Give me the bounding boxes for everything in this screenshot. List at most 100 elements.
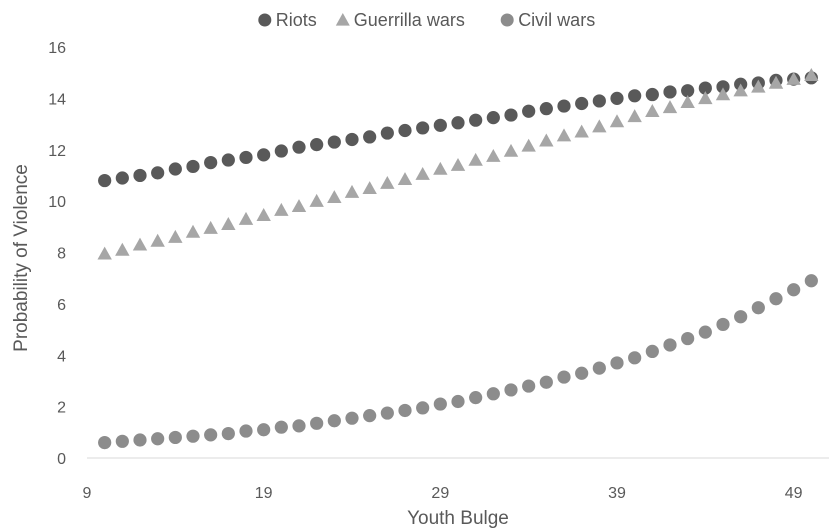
legend: Riots Guerrilla wars Civil wars xyxy=(258,10,595,30)
data-point xyxy=(98,173,112,188)
data-point xyxy=(433,118,447,132)
data-point xyxy=(274,144,288,158)
data-point xyxy=(97,246,112,260)
data-point xyxy=(504,383,518,397)
y-axis-title: Probability of Violence xyxy=(11,164,32,352)
x-tick-label: 9 xyxy=(83,485,92,502)
data-point xyxy=(681,331,695,346)
plot-area xyxy=(97,68,819,450)
data-point xyxy=(575,366,589,380)
data-point xyxy=(274,420,288,434)
data-point xyxy=(398,403,412,418)
data-point xyxy=(610,356,624,370)
x-tick-label: 49 xyxy=(785,485,803,502)
y-tick-label: 2 xyxy=(57,400,66,417)
data-point xyxy=(115,242,130,256)
data-point xyxy=(433,161,448,175)
data-point xyxy=(645,87,659,102)
data-point xyxy=(486,111,500,125)
data-point xyxy=(98,435,112,450)
data-point xyxy=(469,113,483,127)
y-tick-label: 10 xyxy=(48,194,66,211)
legend-marker xyxy=(258,13,272,27)
data-point xyxy=(715,87,731,101)
data-point xyxy=(292,419,306,433)
data-point xyxy=(327,135,341,149)
y-tick-label: 12 xyxy=(48,143,66,160)
data-point xyxy=(132,237,148,251)
legend-item: Civil wars xyxy=(500,10,595,30)
data-point xyxy=(115,434,129,448)
data-point xyxy=(204,155,218,170)
data-point xyxy=(221,426,235,441)
data-point xyxy=(521,138,536,152)
y-tick-label: 6 xyxy=(57,297,66,314)
data-point xyxy=(151,432,165,446)
data-point xyxy=(310,138,324,152)
data-point xyxy=(698,81,712,95)
data-point xyxy=(115,171,129,185)
data-point xyxy=(292,140,306,154)
x-axis: 9 19 29 39 49 xyxy=(83,457,829,502)
y-tick-label: 4 xyxy=(57,348,66,365)
data-point xyxy=(344,184,360,198)
data-point xyxy=(186,429,200,443)
y-axis: 0 2 4 6 8 10 12 14 16 xyxy=(48,40,66,468)
y-tick-label: 14 xyxy=(48,91,66,108)
data-point xyxy=(486,148,501,162)
data-point xyxy=(698,325,712,339)
data-point xyxy=(787,283,801,297)
data-point xyxy=(327,414,341,428)
data-point xyxy=(327,190,342,204)
legend-item: Riots xyxy=(258,10,317,30)
data-point xyxy=(539,375,553,389)
data-point xyxy=(663,338,677,352)
data-point xyxy=(663,85,677,99)
data-point xyxy=(734,310,748,324)
data-point xyxy=(416,121,430,135)
data-point xyxy=(592,119,607,133)
legend-item: Guerrilla wars xyxy=(335,10,465,30)
data-point xyxy=(575,96,589,111)
data-point xyxy=(363,409,377,423)
data-point xyxy=(469,391,483,405)
data-point xyxy=(786,71,801,85)
data-point xyxy=(539,102,553,116)
data-point xyxy=(716,317,730,332)
data-point xyxy=(203,220,218,234)
data-point xyxy=(733,83,748,97)
legend-marker xyxy=(335,13,350,26)
x-axis-title: Youth Bulge xyxy=(407,508,509,529)
data-point xyxy=(363,130,377,144)
data-point xyxy=(592,361,606,375)
data-point xyxy=(168,162,182,176)
data-point xyxy=(310,416,324,430)
data-point xyxy=(768,75,784,89)
data-point xyxy=(609,114,625,128)
data-point xyxy=(557,99,571,113)
data-point xyxy=(450,157,466,171)
data-point xyxy=(239,150,253,165)
data-point xyxy=(628,89,642,103)
data-point xyxy=(133,433,147,447)
data-point xyxy=(627,109,642,123)
series-riots xyxy=(98,71,818,188)
data-point xyxy=(168,430,182,445)
data-point xyxy=(433,397,447,411)
data-point xyxy=(362,181,377,195)
data-point xyxy=(291,199,307,213)
data-point xyxy=(610,91,624,105)
data-point xyxy=(522,104,536,118)
data-point xyxy=(592,94,606,108)
series-guerrilla-wars xyxy=(97,68,819,260)
data-point xyxy=(221,217,236,231)
data-point xyxy=(556,128,572,142)
data-point xyxy=(274,202,289,216)
data-point xyxy=(645,104,660,117)
data-point xyxy=(716,80,730,94)
y-tick-label: 16 xyxy=(48,40,66,57)
data-point xyxy=(751,79,766,93)
data-point xyxy=(151,166,165,180)
data-point xyxy=(186,159,200,174)
